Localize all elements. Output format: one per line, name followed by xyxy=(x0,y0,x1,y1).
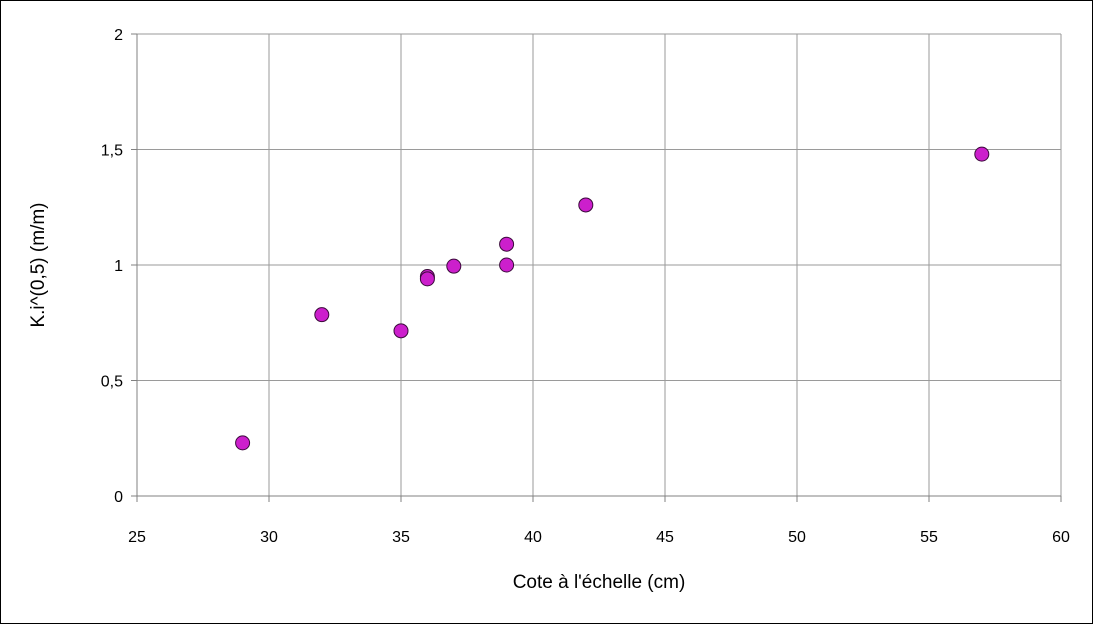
data-point xyxy=(419,271,435,287)
x-tick-label: 55 xyxy=(920,529,938,546)
x-tick-label: 35 xyxy=(392,529,410,546)
axes xyxy=(131,33,1062,502)
y-tick-label: 0,5 xyxy=(101,374,123,391)
y-tick-label: 1,5 xyxy=(101,143,123,160)
y-tick-label: 2 xyxy=(114,27,123,44)
x-tick-labels: 25 30 35 40 45 50 55 60 xyxy=(128,529,1070,546)
data-points xyxy=(235,146,990,451)
data-point xyxy=(578,197,594,213)
y-tick-labels: 0 0,5 1 1,5 2 xyxy=(101,27,123,506)
data-point xyxy=(974,146,990,162)
data-point xyxy=(499,257,515,273)
grid-lines xyxy=(137,33,1062,496)
x-tick-label: 50 xyxy=(788,529,806,546)
x-tick-label: 25 xyxy=(128,529,146,546)
x-tick-label: 30 xyxy=(260,529,278,546)
data-point xyxy=(314,307,330,323)
x-tick-label: 40 xyxy=(524,529,542,546)
data-point xyxy=(446,258,462,274)
y-tick-label: 1 xyxy=(114,258,123,275)
x-tick-label: 60 xyxy=(1052,529,1070,546)
data-point xyxy=(235,435,251,451)
y-axis-label: K.i^(0,5) (m/m) xyxy=(28,202,49,327)
data-point xyxy=(499,236,515,252)
data-point xyxy=(393,323,409,339)
x-tick-label: 45 xyxy=(656,529,674,546)
y-tick-label: 0 xyxy=(114,489,123,506)
x-axis-label: Cote à l'échelle (cm) xyxy=(513,572,686,593)
